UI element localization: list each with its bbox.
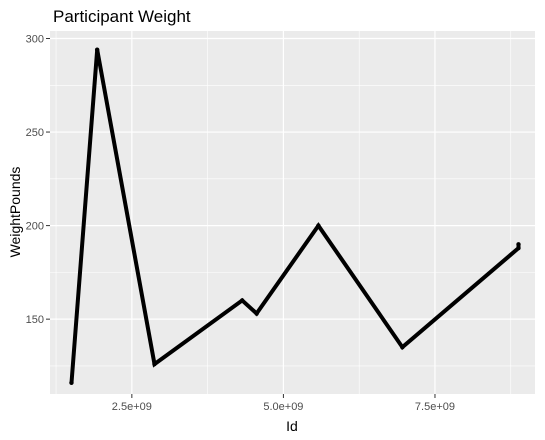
data-point (152, 361, 157, 367)
y-axis: 150 200 250 300 (26, 33, 50, 326)
x-tick-label: 7.5e+09 (415, 401, 455, 413)
plot-panel (50, 31, 535, 394)
data-point (239, 298, 245, 303)
data-point (516, 242, 521, 247)
data-point (316, 223, 321, 228)
y-tick-label: 250 (26, 127, 44, 139)
data-point (400, 345, 405, 350)
grid-minor (50, 31, 535, 394)
data-point (254, 311, 259, 316)
y-tick-label: 200 (26, 221, 44, 233)
y-axis-title: WeightPounds (7, 167, 23, 258)
x-tick-label: 5.0e+09 (263, 401, 303, 413)
y-tick-label: 300 (26, 33, 44, 45)
x-tick-label: 2.5e+09 (112, 401, 152, 413)
series-group (69, 47, 521, 385)
chart-title: Participant Weight (53, 7, 191, 26)
data-point (94, 47, 100, 52)
x-axis-title: Id (286, 418, 298, 434)
grid-major (50, 31, 535, 394)
data-point (69, 380, 74, 385)
x-axis: 2.5e+09 5.0e+09 7.5e+09 (112, 394, 455, 413)
y-tick-label: 150 (26, 314, 44, 326)
data-point (516, 245, 521, 251)
